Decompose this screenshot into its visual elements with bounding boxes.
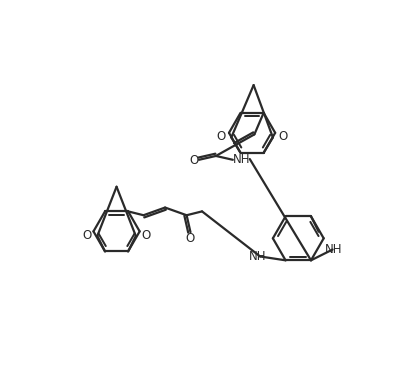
Text: O: O bbox=[141, 229, 150, 242]
Text: NH: NH bbox=[249, 250, 266, 263]
Text: O: O bbox=[186, 232, 195, 245]
Text: O: O bbox=[278, 130, 287, 143]
Text: NH: NH bbox=[325, 243, 342, 256]
Text: O: O bbox=[83, 229, 92, 242]
Text: O: O bbox=[217, 130, 226, 143]
Text: NH: NH bbox=[233, 152, 251, 166]
Text: O: O bbox=[190, 154, 199, 167]
